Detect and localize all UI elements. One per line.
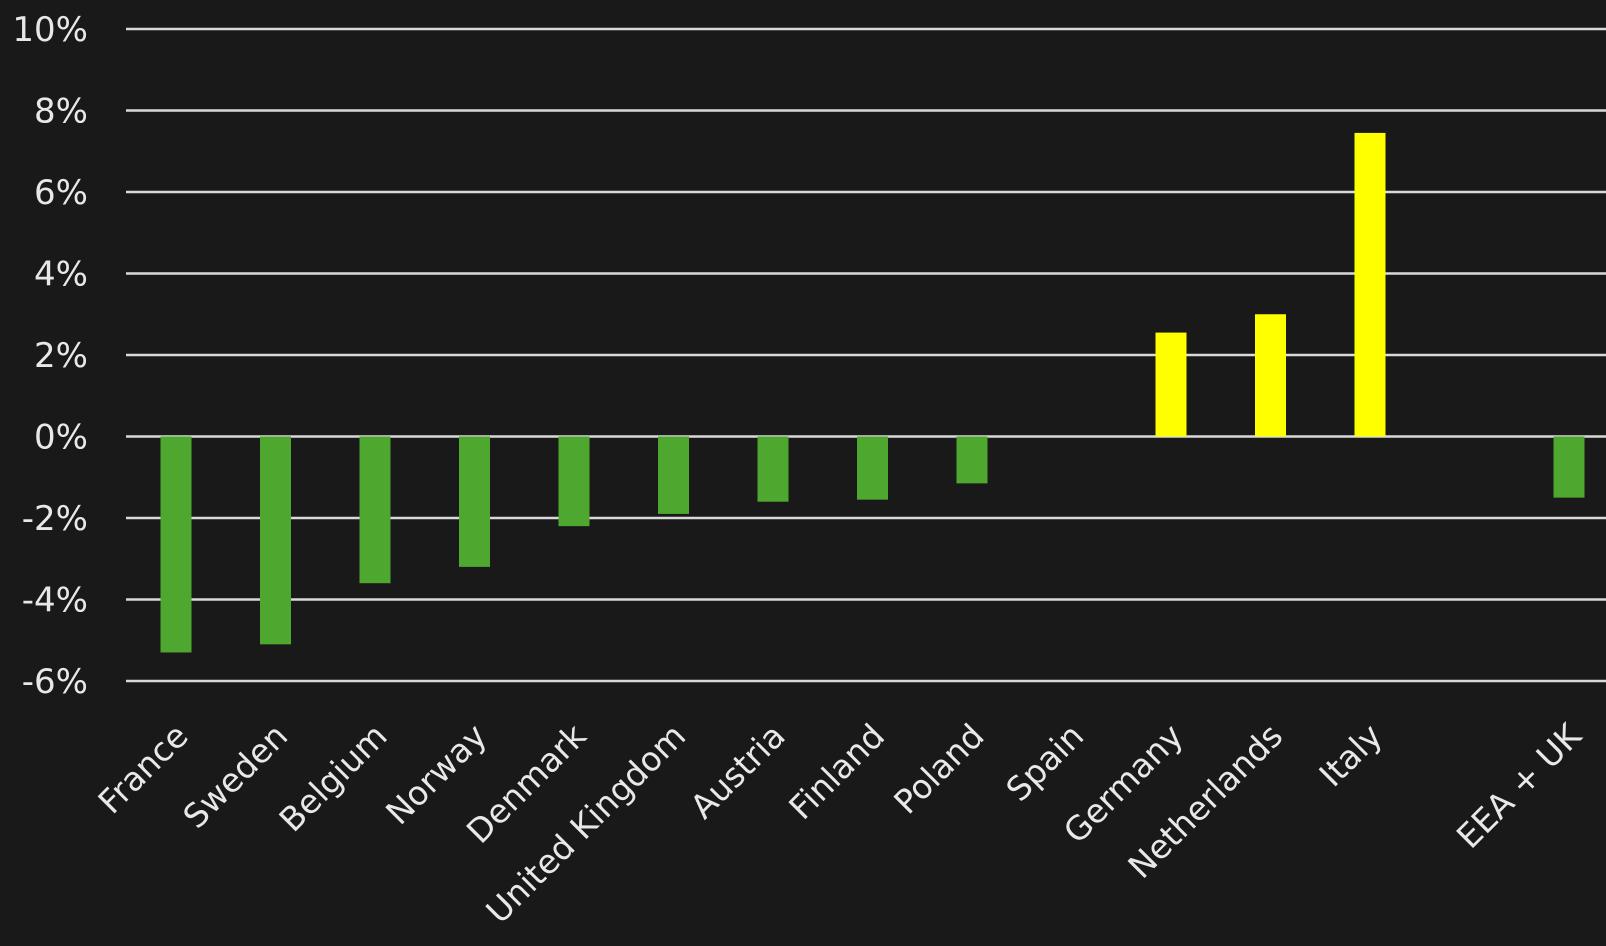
bars bbox=[160, 132, 1585, 653]
y-tick-label: 2% bbox=[34, 336, 88, 376]
bar bbox=[359, 436, 391, 584]
bar bbox=[757, 436, 789, 502]
y-tick-label: -2% bbox=[22, 499, 88, 539]
x-tick-label: Austria bbox=[683, 716, 793, 826]
y-tick-label: 8% bbox=[34, 92, 88, 132]
bar bbox=[956, 436, 988, 484]
x-tick-label: Belgium bbox=[271, 716, 394, 839]
bar bbox=[1553, 436, 1585, 498]
bar bbox=[1155, 332, 1187, 437]
bar bbox=[658, 436, 689, 514]
y-tick-label: -6% bbox=[22, 662, 88, 702]
x-tick-label: Italy bbox=[1311, 716, 1389, 794]
x-tick-label: EEA + UK bbox=[1449, 715, 1590, 856]
y-axis-tick-labels: -6% -4% -2% 0% 2% 4% 6% 8% 10% bbox=[12, 10, 88, 702]
x-tick-label: Spain bbox=[998, 716, 1091, 809]
bar bbox=[857, 436, 888, 500]
y-tick-label: 6% bbox=[34, 173, 88, 213]
bar bbox=[260, 436, 291, 645]
x-tick-label: Poland bbox=[886, 716, 991, 821]
bar bbox=[1255, 314, 1286, 437]
x-tick-label: Finland bbox=[781, 716, 892, 827]
bar bbox=[459, 436, 490, 567]
y-tick-label: 10% bbox=[12, 10, 88, 50]
bar bbox=[1354, 132, 1386, 437]
bar bbox=[558, 436, 590, 527]
y-tick-label: 0% bbox=[34, 418, 88, 458]
y-tick-label: 4% bbox=[34, 255, 88, 295]
bar bbox=[160, 436, 192, 653]
y-tick-label: -4% bbox=[22, 581, 88, 621]
